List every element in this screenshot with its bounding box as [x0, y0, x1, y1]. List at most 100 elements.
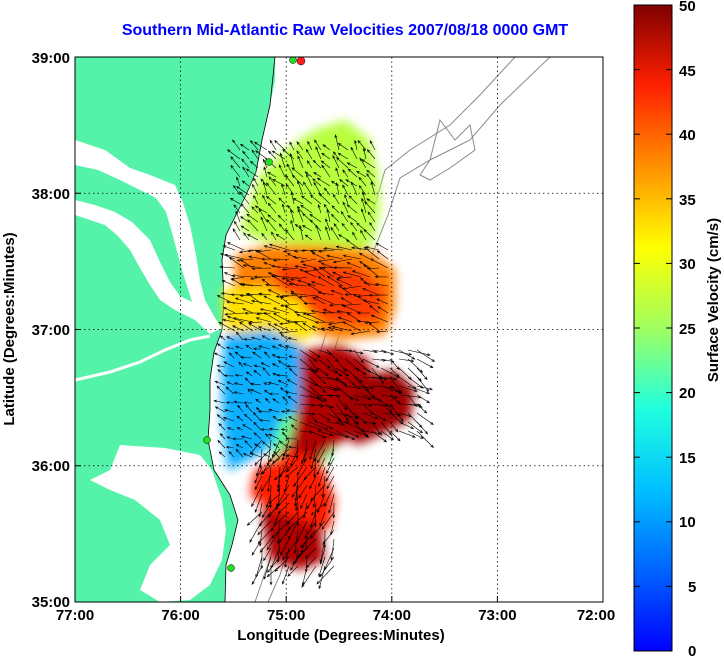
velocity-arrow: [253, 369, 262, 377]
velocity-arrow: [238, 361, 244, 368]
velocity-arrow: [316, 177, 331, 187]
velocity-arrow: [335, 430, 356, 440]
velocity-arrow: [407, 376, 424, 389]
velocity-arrow: [242, 363, 253, 368]
velocity-arrow: [290, 219, 295, 232]
station-marker: [203, 436, 211, 444]
velocity-arrow: [416, 394, 431, 404]
velocity-arrow: [246, 234, 259, 241]
colorbar-tick-label: 40: [679, 127, 696, 144]
velocity-arrow: [282, 395, 289, 404]
velocity-arrow: [291, 167, 304, 178]
velocity-arrow: [322, 144, 331, 151]
velocity-arrow: [317, 430, 334, 436]
velocity-arrow: [270, 274, 290, 287]
velocity-arrow: [407, 421, 424, 434]
velocity-arrow: [233, 400, 244, 404]
colorbar-tick-label: 15: [679, 450, 696, 467]
velocity-arrow: [322, 529, 335, 545]
velocity-arrow: [326, 421, 345, 426]
velocity-arrow: [265, 433, 271, 440]
colorbar-ticks: [634, 4, 672, 652]
velocity-arrow: [236, 427, 244, 431]
velocity-arrow: [254, 448, 272, 466]
velocity-arrow: [242, 150, 250, 160]
velocity-arrow: [232, 228, 241, 241]
velocity-arrow: [356, 319, 371, 323]
velocity-arrow: [317, 276, 335, 287]
velocity-arrow: [221, 279, 236, 287]
velocity-arrow: [318, 565, 326, 590]
y-tick-labels: 39:00 38:00 37:00 36:00 35:00: [32, 50, 70, 611]
velocity-arrow: [274, 139, 286, 151]
velocity-arrow: [275, 233, 286, 241]
velocity-arrow: [329, 303, 344, 307]
velocity-arrow: [233, 382, 244, 386]
velocity-arrow: [289, 141, 295, 151]
colorbar: [633, 4, 673, 652]
velocity-arrow: [273, 466, 290, 481]
velocity-arrow: [304, 234, 313, 241]
velocity-arrow: [363, 264, 380, 278]
velocity-arrow: [294, 265, 308, 269]
velocity-arrow: [219, 335, 226, 341]
velocity-arrow: [218, 451, 226, 458]
velocity-arrow: [348, 195, 358, 205]
velocity-arrow: [335, 278, 353, 287]
velocity-arrow: [294, 223, 304, 232]
velocity-arrow: [281, 267, 299, 271]
velocity-arrow: [407, 349, 431, 356]
velocity-arrow: [358, 176, 367, 187]
velocity-arrow: [251, 149, 259, 160]
velocity-arrow: [263, 556, 272, 580]
velocity-arrow: [341, 222, 349, 232]
velocity-arrow: [332, 271, 344, 278]
velocity-arrow: [284, 174, 295, 187]
velocity-arrow: [287, 337, 298, 341]
velocity-arrow: [225, 346, 235, 350]
velocity-arrow: [407, 430, 424, 439]
velocity-arrow: [267, 150, 277, 160]
velocity-arrow: [328, 448, 335, 466]
velocity-arrow: [326, 394, 341, 398]
velocity-arrow: [367, 211, 376, 223]
velocity-arrow: [362, 288, 380, 296]
velocity-arrow: [296, 141, 304, 151]
velocity-arrow: [330, 213, 340, 223]
velocity-arrow: [353, 294, 371, 305]
velocity-arrow: [364, 246, 380, 251]
velocity-arrow: [380, 367, 400, 378]
velocity-arrow: [369, 139, 376, 151]
velocity-arrow: [376, 298, 389, 305]
velocity-arrow: [306, 493, 317, 510]
velocity-arrow: [335, 367, 350, 377]
velocity-arrow: [276, 373, 289, 377]
velocity-arrow: [226, 149, 241, 160]
velocity-arrow: [342, 169, 349, 178]
velocity-arrow: [308, 394, 325, 403]
velocity-arrow: [301, 565, 317, 588]
velocity-arrow: [389, 394, 401, 405]
velocity-arrow: [332, 258, 353, 264]
velocity-arrow: [233, 391, 244, 395]
velocity-arrow: [285, 229, 295, 241]
velocity-arrow: [261, 232, 268, 241]
velocity-arrow: [292, 255, 308, 260]
velocity-arrow: [312, 159, 322, 169]
velocity-arrow: [344, 293, 362, 297]
velocity-arrow: [290, 424, 298, 431]
velocity-arrow: [358, 252, 371, 260]
velocity-arrow: [353, 394, 372, 401]
velocity-arrow: [218, 321, 236, 332]
velocity-arrow: [350, 221, 358, 232]
velocity-arrow: [346, 204, 358, 214]
velocity-arrow: [321, 152, 331, 160]
velocity-arrow: [309, 439, 317, 461]
velocity-arrow: [317, 358, 331, 369]
velocity-arrow: [213, 352, 226, 359]
velocity-arrow: [356, 170, 367, 178]
axis-tick-marks: [75, 192, 498, 602]
velocity-arrow: [308, 430, 327, 439]
velocity-arrow: [368, 293, 389, 297]
velocity-arrow: [316, 565, 335, 585]
